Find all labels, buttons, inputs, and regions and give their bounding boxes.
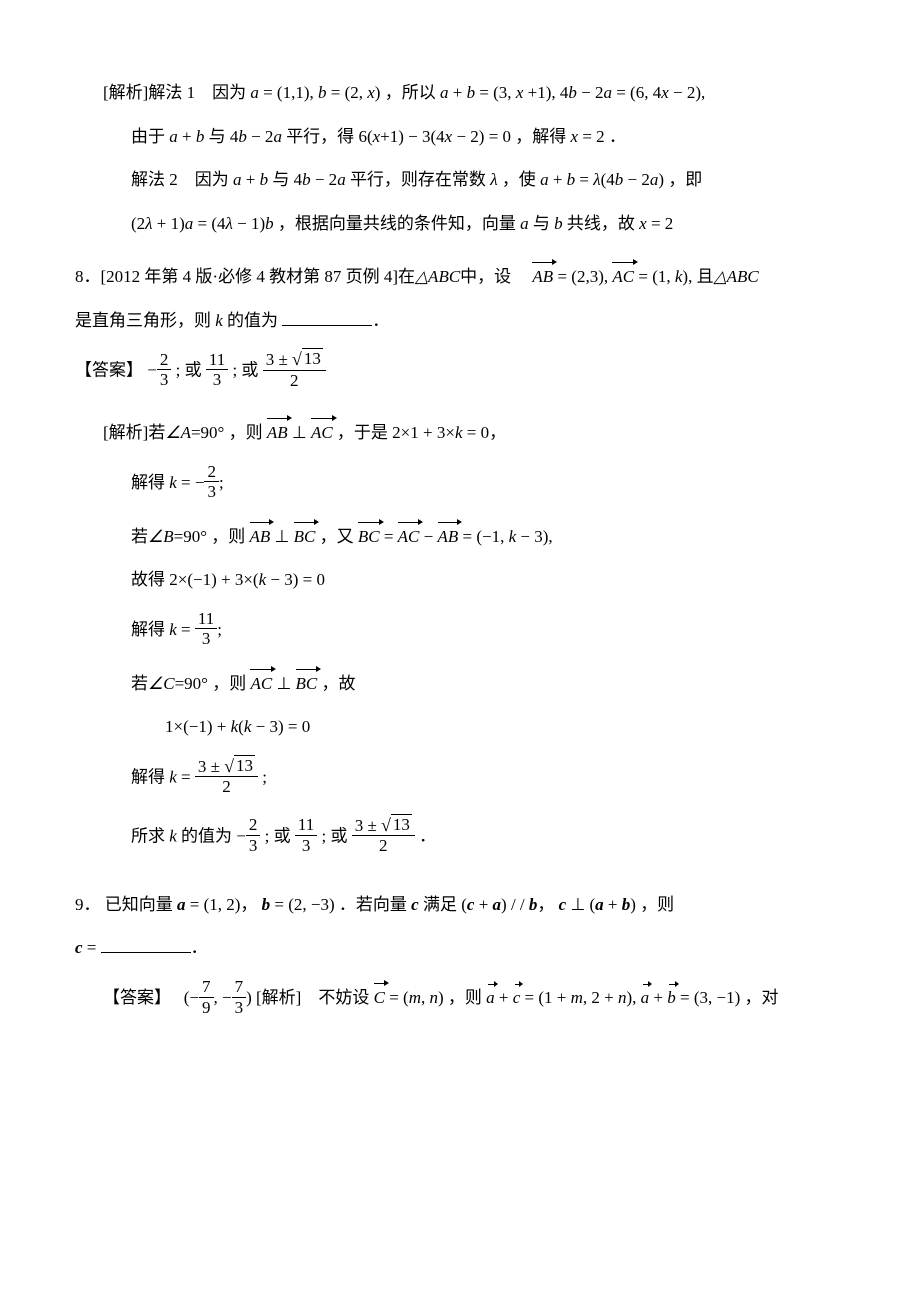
q8-sol-k3: 解得 k = 3 ± √132 ; xyxy=(75,758,845,799)
document-page: [解析]解法 1 因为 a = (1,1), b = (2, x) ，所以 a … xyxy=(0,0,920,1300)
q8-sol-final: 所求 k 的值为 −23 ; 或 113 ; 或 3 ± √132 ． xyxy=(75,817,845,858)
p7-sol-line2: 由于 a + b 与 4b − 2a 平行，得 6(x+1) − 3(4x − … xyxy=(75,124,845,150)
p7-sol2-line2: (2λ + 1)a = (4λ − 1)b ，根据向量共线的条件知，向量 a 与… xyxy=(75,211,845,237)
vector-AB: AB xyxy=(532,262,553,290)
q9-stem-line2: c = ． xyxy=(75,935,845,961)
q8-sol-eq2: 故得 2×(−1) + 3×(k − 3) = 0 xyxy=(75,567,845,593)
answer-blank xyxy=(282,308,372,326)
q8-sol-caseB: 若∠B=90° ，则 AB ⊥ BC ，又 BC = AC − AB = (−1… xyxy=(75,522,845,550)
q8-sol-k2: 解得 k = 113; xyxy=(75,611,845,651)
q8-stem-line1: 8．[2012 年第 4 版·必修 4 教材第 87 页例 4]在△ABC中，设… xyxy=(75,262,845,290)
q9-answer: 【答案】 (−79, −73) [解析] 不妨设 C = (m, n) ，则 a… xyxy=(75,979,845,1019)
q8-stem-line2: 是直角三角形，则 k 的值为 ． xyxy=(75,308,845,334)
vector-AC: AC xyxy=(612,262,634,290)
vector-C: C xyxy=(374,983,385,1011)
q8-answer: 【答案】 −23 ; 或 113 ; 或 3 ± √132 xyxy=(75,351,845,392)
q9-stem-line1: 9． 已知向量 a = (1, 2)， b = (2, −3) ．若向量 c 满… xyxy=(75,892,845,918)
q8-sol-caseC: 若∠C=90° ，则 AC ⊥ BC ，故 xyxy=(75,669,845,697)
label: [解析]解法 1 因为 xyxy=(103,83,246,102)
q8-sol-k1: 解得 k = −23; xyxy=(75,464,845,504)
answer-blank xyxy=(101,935,191,953)
sqrt-icon: √13 xyxy=(292,349,323,370)
p7-sol-line1: [解析]解法 1 因为 a = (1,1), b = (2, x) ，所以 a … xyxy=(75,80,845,106)
q8-sol-eq3: 1×(−1) + k(k − 3) = 0 xyxy=(75,714,845,740)
p7-sol2-line1: 解法 2 因为 a + b 与 4b − 2a 平行，则存在常数 λ ，使 a … xyxy=(75,167,845,193)
q8-sol-caseA: [解析]若∠A=90° ，则 AB ⊥ AC ，于是 2×1 + 3×k = 0… xyxy=(75,418,845,446)
